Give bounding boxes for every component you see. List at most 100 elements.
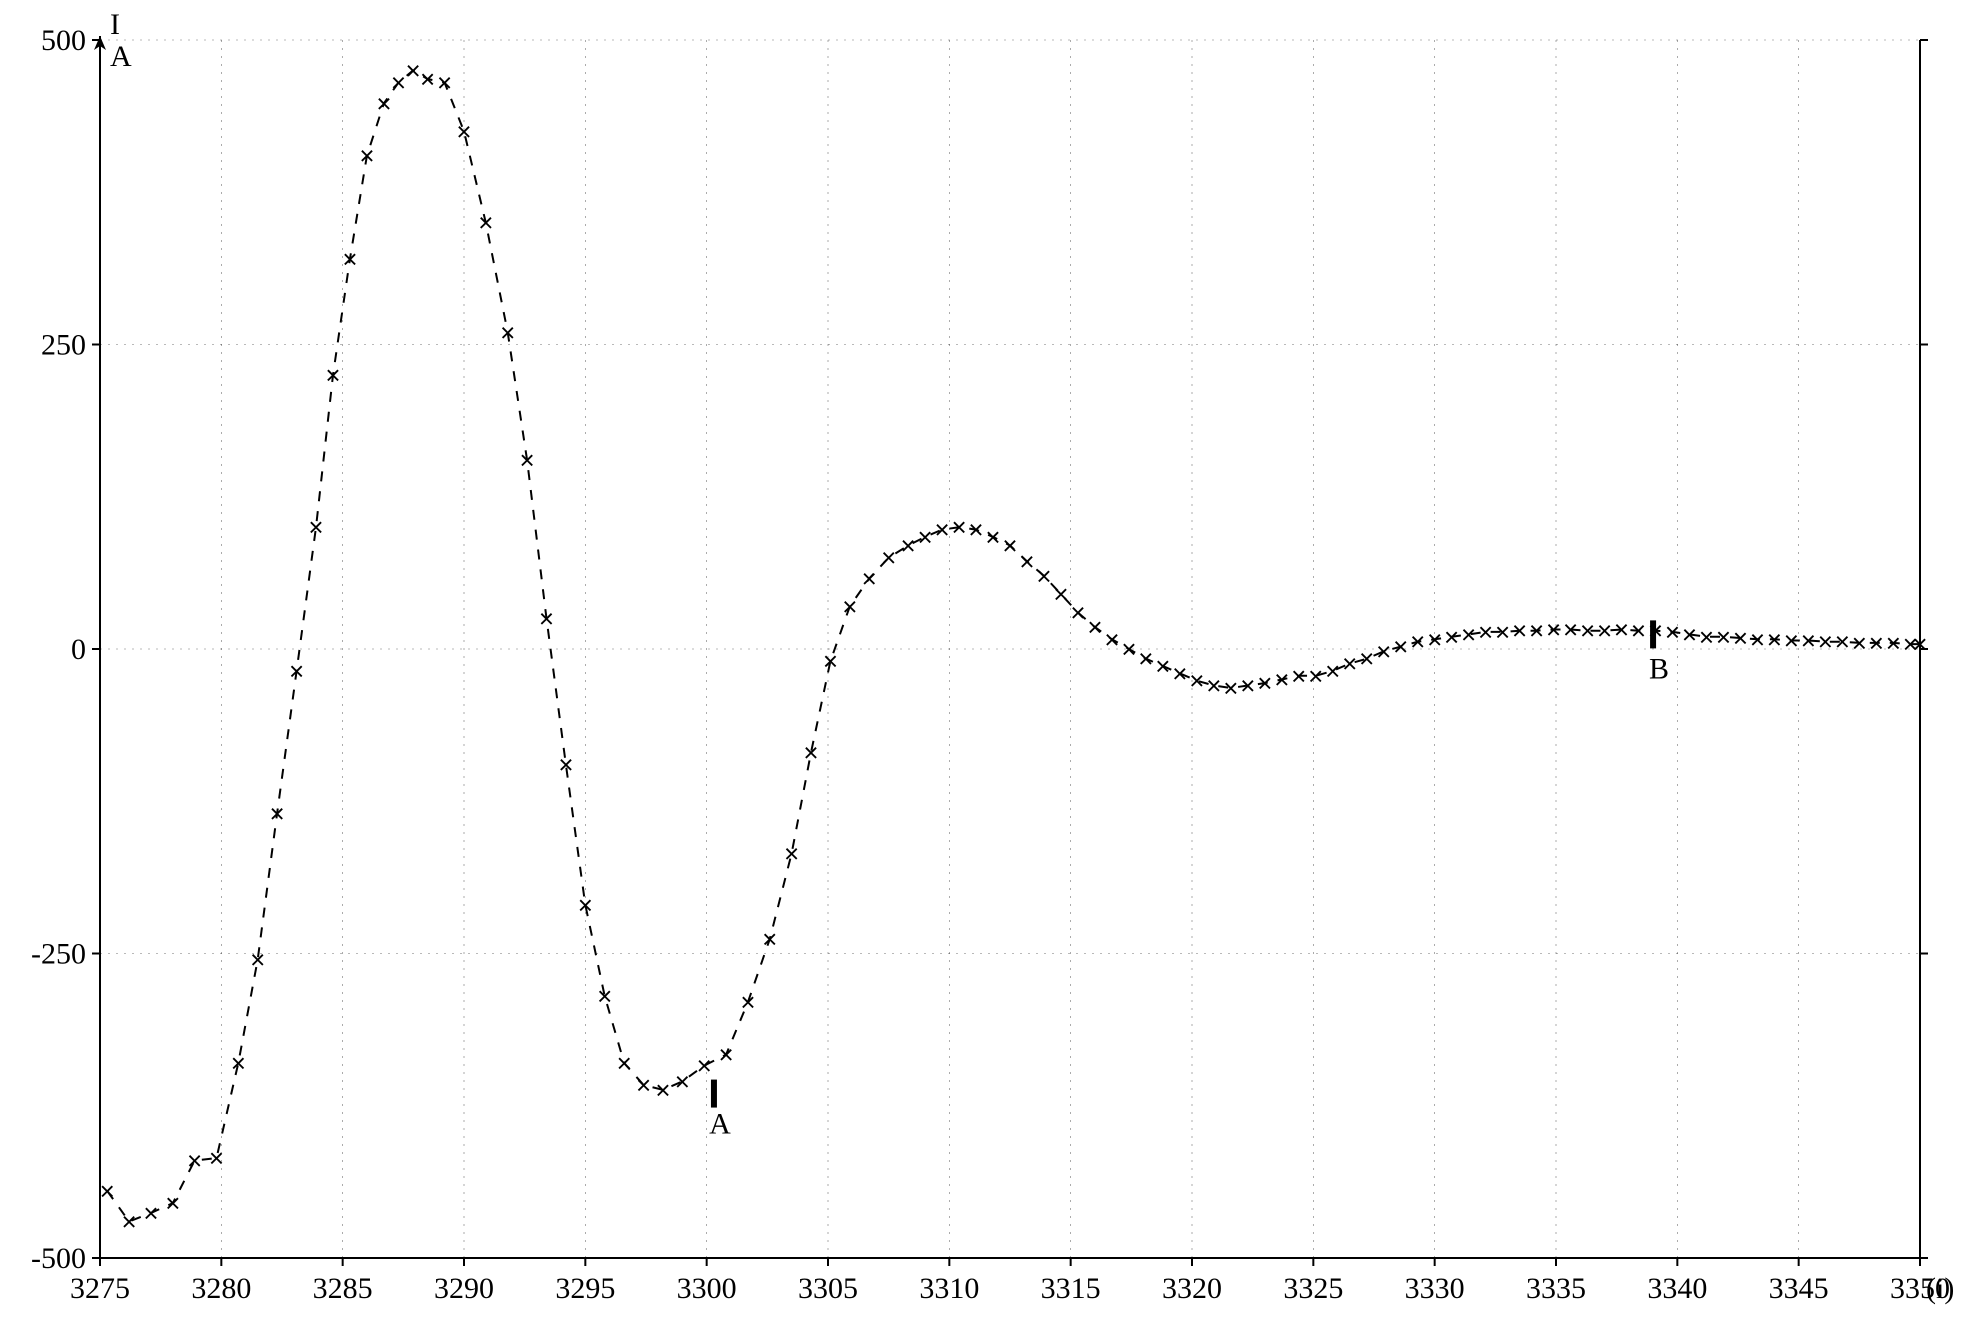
x-tick-label: 3325 bbox=[1283, 1272, 1343, 1305]
data-marker: × bbox=[1563, 615, 1578, 645]
data-marker: × bbox=[1614, 615, 1629, 645]
data-marker: × bbox=[1087, 612, 1102, 642]
data-marker: × bbox=[391, 68, 406, 98]
data-marker: × bbox=[1784, 625, 1799, 655]
data-marker: × bbox=[1002, 530, 1017, 560]
data-marker: × bbox=[934, 515, 949, 545]
data-marker: × bbox=[985, 522, 1000, 552]
x-tick-label: 3295 bbox=[555, 1272, 615, 1305]
data-marker: × bbox=[1869, 628, 1884, 658]
x-tick-label: 3335 bbox=[1526, 1272, 1586, 1305]
data-marker: × bbox=[209, 1143, 224, 1173]
data-marker: × bbox=[1512, 616, 1527, 646]
y-tick-label: 0 bbox=[71, 633, 86, 666]
data-marker: × bbox=[968, 515, 983, 545]
x-tick-label: 3290 bbox=[434, 1272, 494, 1305]
data-marker: × bbox=[1342, 649, 1357, 679]
data-marker: × bbox=[289, 656, 304, 686]
data-marker: × bbox=[917, 522, 932, 552]
data-marker: × bbox=[617, 1048, 632, 1078]
x-tick-label: 3340 bbox=[1647, 1272, 1707, 1305]
data-marker: × bbox=[881, 543, 896, 573]
data-marker: × bbox=[1325, 656, 1340, 686]
x-tick-label: 3330 bbox=[1405, 1272, 1465, 1305]
data-marker: × bbox=[165, 1188, 180, 1218]
data-marker: × bbox=[1767, 624, 1782, 654]
line-chart-svg: -500-25002505003275328032853290329533003… bbox=[0, 0, 1964, 1318]
data-marker: × bbox=[951, 512, 966, 542]
data-marker: × bbox=[1274, 664, 1289, 694]
annotation-label: B bbox=[1649, 652, 1669, 685]
data-marker: × bbox=[1580, 616, 1595, 646]
data-marker: × bbox=[1359, 644, 1374, 674]
data-marker: × bbox=[500, 317, 515, 347]
x-tick-label: 3305 bbox=[798, 1272, 858, 1305]
x-tick-label: 3275 bbox=[70, 1272, 130, 1305]
data-marker: × bbox=[1291, 661, 1306, 691]
data-marker: × bbox=[143, 1198, 158, 1228]
x-tick-label: 3285 bbox=[313, 1272, 373, 1305]
data-marker: × bbox=[270, 798, 285, 828]
x-tick-label: 3300 bbox=[677, 1272, 737, 1305]
data-marker: × bbox=[1444, 622, 1459, 652]
data-marker: × bbox=[740, 987, 755, 1017]
data-marker: × bbox=[762, 924, 777, 954]
data-marker: × bbox=[597, 981, 612, 1011]
y-tick-label: 250 bbox=[41, 329, 86, 362]
data-marker: × bbox=[376, 88, 391, 118]
data-marker: × bbox=[1240, 671, 1255, 701]
data-marker: × bbox=[1852, 628, 1867, 658]
data-marker: × bbox=[539, 604, 554, 634]
data-marker: × bbox=[1478, 617, 1493, 647]
data-marker: × bbox=[1716, 622, 1731, 652]
data-marker: × bbox=[718, 1040, 733, 1070]
data-marker: × bbox=[1172, 658, 1187, 688]
x-tick-label: 3315 bbox=[1041, 1272, 1101, 1305]
data-marker: × bbox=[1189, 666, 1204, 696]
x-tick-label: 3310 bbox=[919, 1272, 979, 1305]
data-marker: × bbox=[478, 208, 493, 238]
data-marker: × bbox=[1308, 661, 1323, 691]
series-line bbox=[107, 71, 1920, 1222]
y-tick-label: -500 bbox=[31, 1242, 86, 1275]
data-marker: × bbox=[1886, 628, 1901, 658]
data-marker: × bbox=[1665, 617, 1680, 647]
data-marker: × bbox=[784, 839, 799, 869]
data-marker: × bbox=[1912, 629, 1927, 659]
data-marker: × bbox=[1699, 622, 1714, 652]
data-marker: × bbox=[1155, 651, 1170, 681]
data-marker: × bbox=[1223, 673, 1238, 703]
y-axis-title: I bbox=[110, 8, 120, 41]
data-marker: × bbox=[437, 68, 452, 98]
data-marker: × bbox=[1138, 644, 1153, 674]
data-marker: × bbox=[1597, 616, 1612, 646]
data-marker: × bbox=[900, 530, 915, 560]
x-tick-label: 3280 bbox=[191, 1272, 251, 1305]
data-marker: × bbox=[823, 646, 838, 676]
data-marker: × bbox=[420, 64, 435, 94]
x-axis-unit: (i) bbox=[1926, 1272, 1954, 1305]
data-marker: × bbox=[636, 1070, 651, 1100]
data-marker: × bbox=[1733, 623, 1748, 653]
data-marker: × bbox=[1631, 616, 1646, 646]
data-marker: × bbox=[842, 591, 857, 621]
data-marker: × bbox=[1070, 597, 1085, 627]
data-marker: × bbox=[1257, 668, 1272, 698]
data-marker: × bbox=[558, 750, 573, 780]
data-marker: × bbox=[122, 1206, 137, 1236]
data-marker: × bbox=[1495, 617, 1510, 647]
data-marker: × bbox=[1750, 624, 1765, 654]
data-marker: × bbox=[675, 1066, 690, 1096]
data-marker: × bbox=[325, 360, 340, 390]
data-marker: × bbox=[519, 445, 534, 475]
data-marker: × bbox=[359, 141, 374, 171]
data-marker: × bbox=[1104, 624, 1119, 654]
data-marker: × bbox=[308, 512, 323, 542]
data-marker: × bbox=[1053, 579, 1068, 609]
x-tick-label: 3345 bbox=[1769, 1272, 1829, 1305]
data-marker: × bbox=[1529, 616, 1544, 646]
data-marker: × bbox=[187, 1146, 202, 1176]
data-marker: × bbox=[1835, 627, 1850, 657]
chart-container: -500-25002505003275328032853290329533003… bbox=[0, 0, 1964, 1318]
data-marker: × bbox=[405, 55, 420, 85]
